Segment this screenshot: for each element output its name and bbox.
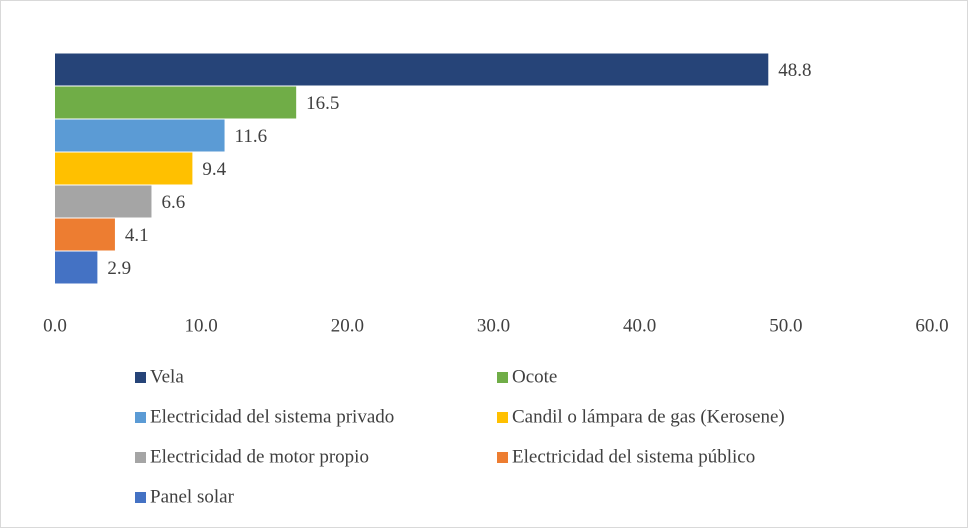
data-label: 6.6 xyxy=(161,192,185,213)
x-tick-label: 40.0 xyxy=(623,315,656,336)
legend-label: Electricidad del sistema privado xyxy=(150,406,394,427)
legend-label: Panel solar xyxy=(150,486,235,507)
bar xyxy=(55,185,152,218)
legend-swatch xyxy=(135,372,146,383)
legend-swatch xyxy=(497,412,508,423)
data-label: 11.6 xyxy=(235,126,268,147)
bar xyxy=(55,251,98,284)
bar xyxy=(55,218,115,251)
data-label: 2.9 xyxy=(107,258,131,279)
bar xyxy=(55,119,225,152)
data-label: 48.8 xyxy=(778,60,811,81)
x-tick-label: 10.0 xyxy=(185,315,218,336)
x-tick-label: 20.0 xyxy=(331,315,364,336)
legend-swatch xyxy=(135,412,146,423)
data-label: 4.1 xyxy=(125,225,149,246)
x-tick-label: 50.0 xyxy=(769,315,802,336)
legend-swatch xyxy=(497,452,508,463)
x-tick-label: 0.0 xyxy=(43,315,67,336)
legend-label: Ocote xyxy=(512,366,557,387)
x-tick-label: 60.0 xyxy=(915,315,948,336)
bar xyxy=(55,152,193,185)
legend-label: Electricidad de motor propio xyxy=(150,446,369,467)
legend-label: Vela xyxy=(150,366,184,387)
bar xyxy=(55,53,769,86)
data-label: 16.5 xyxy=(306,93,339,114)
legend-swatch xyxy=(135,492,146,503)
x-tick-label: 30.0 xyxy=(477,315,510,336)
legend-label: Electricidad del sistema público xyxy=(512,446,755,467)
data-label: 9.4 xyxy=(202,159,226,180)
legend-swatch xyxy=(497,372,508,383)
legend-label: Candil o lámpara de gas (Kerosene) xyxy=(512,406,785,427)
bar xyxy=(55,86,297,119)
legend-swatch xyxy=(135,452,146,463)
